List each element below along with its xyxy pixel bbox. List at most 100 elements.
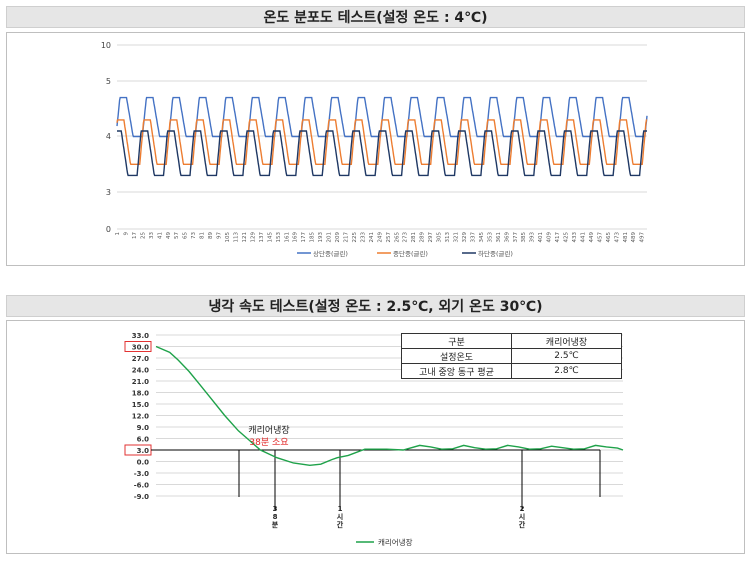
marker-label: 간 bbox=[337, 520, 344, 529]
x-tick-label: 441 bbox=[580, 232, 586, 243]
x-tick-label: 289 bbox=[420, 232, 426, 243]
x-tick-label: 401 bbox=[538, 232, 544, 243]
y-tick-label: 3 bbox=[106, 188, 111, 197]
series-line bbox=[155, 345, 624, 467]
spec-table-cell: 2.5℃ bbox=[511, 348, 622, 364]
y-tick-label: 0.0 bbox=[137, 459, 150, 467]
x-tick-label: 241 bbox=[369, 232, 375, 243]
x-tick-label: 313 bbox=[445, 232, 451, 243]
x-tick-label: 129 bbox=[250, 232, 256, 243]
x-tick-label: 113 bbox=[233, 232, 239, 243]
chart1-panel: 0 3 4 5 10 1 9 17 25 33 41 49 57 65 73 81 89 97 105 113 121 1… bbox=[6, 32, 745, 266]
y-tick-label: 33.0 bbox=[132, 332, 149, 340]
x-tick-label: 225 bbox=[352, 232, 358, 243]
x-tick-label: 369 bbox=[504, 232, 510, 243]
x-tick-label: 353 bbox=[487, 232, 493, 243]
x-tick-label: 169 bbox=[293, 232, 299, 243]
legend-label: 중단중(글린) bbox=[393, 249, 428, 258]
x-tick-label: 297 bbox=[428, 232, 434, 243]
y-tick-label: -3.0 bbox=[134, 470, 149, 478]
x-tick-label: 25 bbox=[140, 232, 146, 239]
x-tick-label: 449 bbox=[589, 232, 595, 243]
y-tick-label: 10 bbox=[101, 41, 111, 50]
spec-table-cell: 설정온도 bbox=[401, 348, 512, 364]
y-tick-label: 3.0 bbox=[137, 447, 150, 455]
marker-label: 시 bbox=[337, 513, 343, 521]
x-tick-label: 281 bbox=[411, 232, 417, 243]
x-tick-label: 121 bbox=[242, 232, 248, 243]
spec-table: 구분 캐리어냉장 설정온도 2.5℃ 고내 중앙 동구 평균 2.8℃ bbox=[401, 333, 622, 379]
x-tick-label: 481 bbox=[623, 232, 629, 243]
x-tick-label: 105 bbox=[225, 232, 231, 243]
legend-label: 하단중(글린) bbox=[478, 249, 513, 258]
y-tick-label: 9.0 bbox=[137, 424, 150, 432]
series-line bbox=[116, 119, 648, 166]
spec-table-cell: 구분 bbox=[401, 333, 512, 349]
y-tick-label: 24.0 bbox=[132, 367, 149, 375]
chart1-title: 온도 분포도 테스트(설정 온도 : 4℃) bbox=[263, 10, 488, 26]
annotation-value: 38분 소요 bbox=[249, 437, 288, 448]
marker-label: 3 bbox=[273, 505, 278, 513]
marker-label: 간 bbox=[519, 520, 526, 529]
x-tick-label: 201 bbox=[327, 232, 333, 243]
spec-table-cell: 캐리어냉장 bbox=[511, 333, 622, 349]
spec-table-cell: 고내 중앙 동구 평균 bbox=[401, 363, 512, 379]
x-tick-label: 145 bbox=[267, 232, 273, 243]
y-tick-label: 6.0 bbox=[137, 436, 150, 444]
x-tick-label: 345 bbox=[479, 232, 485, 243]
x-tick-label: 417 bbox=[555, 232, 561, 243]
chart2-plot: 33.030.027.024.021.018.015.012.09.06.03.… bbox=[124, 332, 624, 547]
marker-label: 시 bbox=[519, 513, 525, 521]
x-tick-label: 73 bbox=[191, 232, 197, 239]
marker-label: 2 bbox=[520, 505, 525, 513]
x-tick-label: 81 bbox=[200, 232, 206, 239]
x-tick-label: 305 bbox=[437, 232, 443, 243]
annotation-label: 캐리어냉장 bbox=[248, 425, 289, 436]
x-tick-label: 33 bbox=[149, 232, 155, 239]
y-tick-label: 4 bbox=[106, 132, 111, 141]
x-tick-label: 321 bbox=[454, 232, 460, 243]
chart1-title-bar: 온도 분포도 테스트(설정 온도 : 4℃) bbox=[6, 6, 745, 28]
x-tick-label: 137 bbox=[259, 232, 265, 243]
y-tick-label: 15.0 bbox=[132, 401, 149, 409]
legend-label: 캐리어냉장 bbox=[378, 537, 413, 547]
y-tick-label: 18.0 bbox=[132, 390, 149, 398]
y-tick-label: 30.0 bbox=[132, 344, 149, 352]
spec-table-header: 구분 캐리어냉장 bbox=[401, 333, 622, 349]
marker-label: 분 bbox=[272, 520, 279, 529]
y-tick-label: 27.0 bbox=[132, 355, 149, 363]
y-tick-label: -9.0 bbox=[134, 493, 149, 501]
x-tick-label: 465 bbox=[606, 232, 612, 243]
x-tick-label: 265 bbox=[394, 232, 400, 243]
x-tick-label: 209 bbox=[335, 232, 341, 243]
x-tick-label: 17 bbox=[132, 232, 138, 239]
x-tick-label: 177 bbox=[301, 232, 307, 243]
x-tick-label: 457 bbox=[597, 232, 603, 243]
x-tick-label: 361 bbox=[496, 232, 502, 243]
x-tick-label: 377 bbox=[513, 232, 519, 243]
x-tick-label: 497 bbox=[640, 232, 646, 243]
spec-table-row: 설정온도 2.5℃ bbox=[401, 348, 622, 364]
x-tick-label: 409 bbox=[547, 232, 553, 243]
x-tick-label: 9 bbox=[123, 232, 129, 236]
legend-label: 상단중(글린) bbox=[313, 249, 348, 258]
x-tick-label: 393 bbox=[530, 232, 536, 243]
y-tick-label: 12.0 bbox=[132, 413, 149, 421]
x-tick-label: 49 bbox=[166, 232, 172, 239]
y-tick-label: 21.0 bbox=[132, 378, 149, 386]
series-line bbox=[117, 130, 647, 177]
chart2-title-bar: 냉각 속도 테스트(설정 온도 : 2.5℃, 외기 온도 30℃) bbox=[6, 295, 745, 317]
marker-label: 8 bbox=[273, 513, 278, 521]
x-tick-label: 1 bbox=[115, 232, 121, 236]
x-tick-label: 97 bbox=[217, 232, 223, 239]
y-tick-label: 5 bbox=[106, 77, 111, 86]
x-tick-label: 161 bbox=[284, 232, 290, 243]
chart2-title: 냉각 속도 테스트(설정 온도 : 2.5℃, 외기 온도 30℃) bbox=[208, 299, 543, 315]
x-tick-label: 41 bbox=[157, 232, 163, 239]
x-tick-label: 233 bbox=[360, 232, 366, 243]
x-tick-label: 473 bbox=[614, 232, 620, 243]
x-tick-label: 193 bbox=[318, 232, 324, 243]
x-tick-label: 385 bbox=[521, 232, 527, 243]
x-tick-label: 337 bbox=[470, 232, 476, 243]
y-tick-label: -6.0 bbox=[134, 482, 149, 490]
